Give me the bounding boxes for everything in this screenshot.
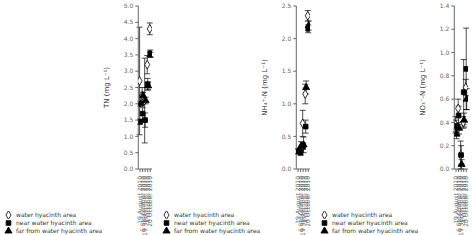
- svg-text:0.0: 0.0: [440, 165, 450, 172]
- svg-text:NH₄⁺-N (mg L⁻¹): NH₄⁺-N (mg L⁻¹): [261, 59, 269, 116]
- html-text:water hyacinth area: water hyacinth area: [332, 211, 393, 218]
- svg-text:4.0: 4.0: [124, 35, 134, 42]
- svg-text:1.5: 1.5: [282, 67, 292, 74]
- html-text:far from water hyacinth area: far from water hyacinth area: [332, 227, 419, 234]
- html-text:near water hyacinth area: near water hyacinth area: [174, 219, 250, 226]
- svg-text:3.0: 3.0: [124, 67, 134, 74]
- html-text:water hyacinth area: water hyacinth area: [174, 211, 235, 218]
- svg-text:20 October 2010: 20 October 2010: [146, 176, 153, 227]
- html-text:near water hyacinth area: near water hyacinth area: [332, 219, 408, 226]
- svg-text:20 October 2010: 20 October 2010: [462, 176, 466, 227]
- svg-text:TN (mg L⁻¹): TN (mg L⁻¹): [103, 67, 111, 109]
- svg-text:NO₃⁻-N (mg L⁻¹): NO₃⁻-N (mg L⁻¹): [419, 59, 427, 116]
- html-text:far from water hyacinth area: far from water hyacinth area: [16, 227, 103, 234]
- svg-text:0.0: 0.0: [282, 165, 292, 172]
- svg-text:1.2: 1.2: [440, 25, 450, 32]
- svg-text:2.5: 2.5: [282, 2, 292, 9]
- svg-text:2.5: 2.5: [124, 84, 134, 91]
- svg-text:0.8: 0.8: [440, 72, 450, 79]
- svg-text:0.5: 0.5: [124, 149, 134, 156]
- html-text:near water hyacinth area: near water hyacinth area: [16, 219, 92, 226]
- html-text:far from water hyacinth area: far from water hyacinth area: [174, 227, 261, 234]
- svg-text:1.0: 1.0: [440, 49, 450, 56]
- svg-text:2.0: 2.0: [282, 35, 292, 42]
- svg-text:0.0: 0.0: [124, 165, 134, 172]
- svg-text:1.0: 1.0: [124, 133, 134, 140]
- svg-text:0.2: 0.2: [440, 142, 450, 149]
- svg-text:4.5: 4.5: [124, 18, 134, 25]
- svg-text:0.5: 0.5: [282, 133, 292, 140]
- svg-text:1.0: 1.0: [282, 100, 292, 107]
- svg-text:0.6: 0.6: [440, 95, 450, 102]
- html-text:water hyacinth area: water hyacinth area: [16, 211, 77, 218]
- svg-text:20 October 2010: 20 October 2010: [304, 176, 311, 227]
- svg-text:5.0: 5.0: [124, 2, 134, 9]
- svg-text:1.5: 1.5: [124, 116, 134, 123]
- svg-text:0.4: 0.4: [440, 119, 450, 126]
- svg-text:2.0: 2.0: [124, 100, 134, 107]
- svg-text:1.4: 1.4: [440, 2, 450, 9]
- svg-text:3.5: 3.5: [124, 51, 134, 58]
